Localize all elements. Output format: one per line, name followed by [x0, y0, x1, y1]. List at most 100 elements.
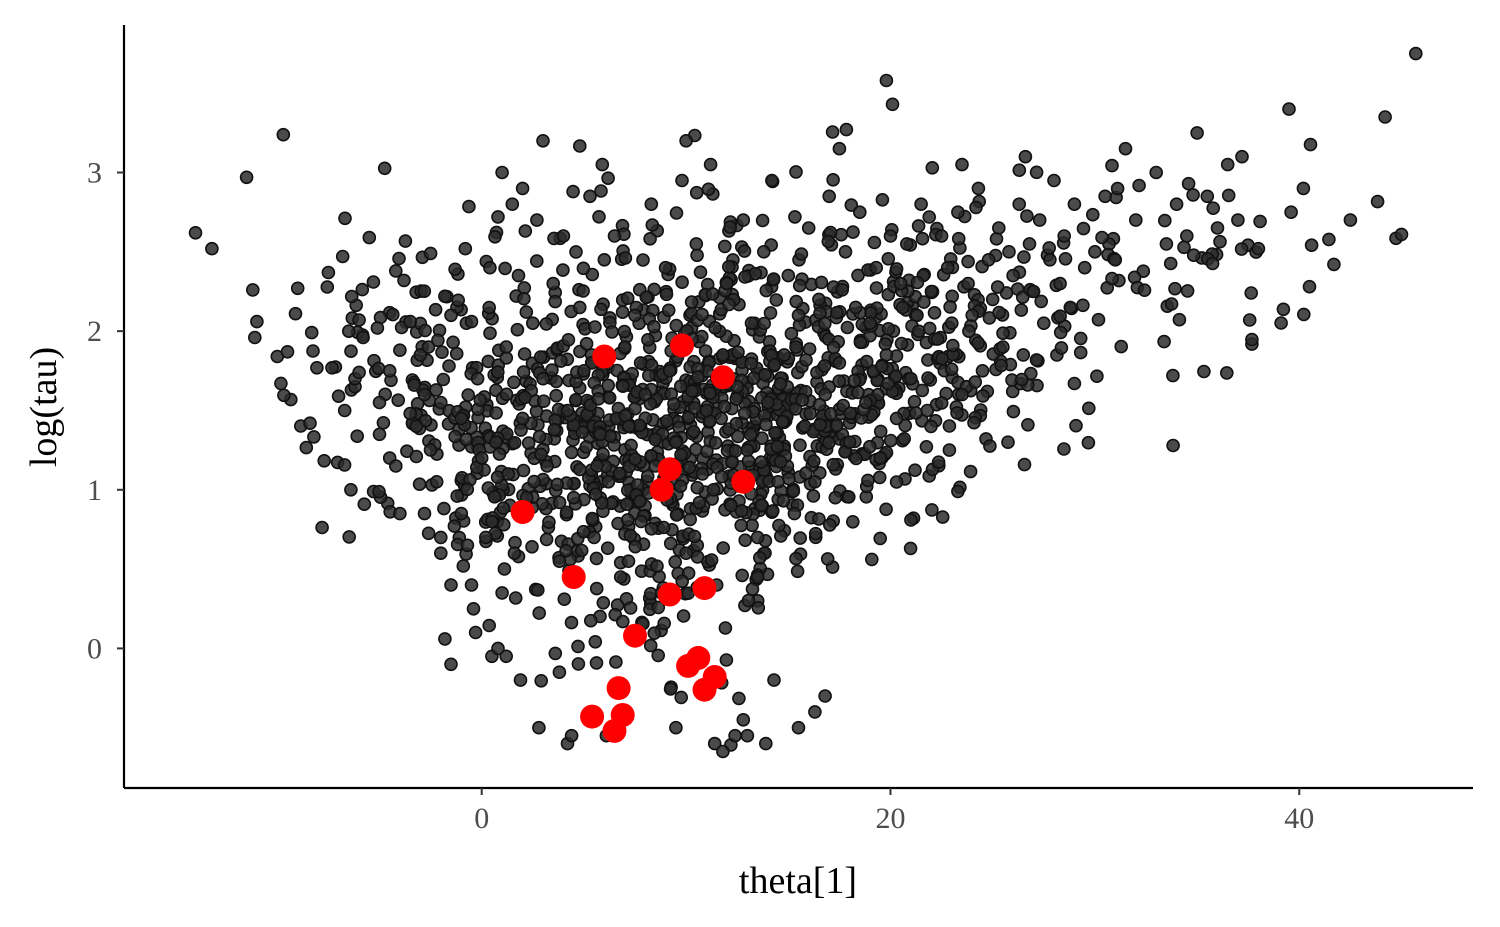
highlighted-point	[731, 469, 756, 494]
data-point	[577, 363, 591, 378]
data-point	[975, 363, 990, 378]
data-point	[507, 435, 522, 450]
data-point	[615, 305, 630, 320]
data-point	[643, 638, 658, 653]
data-point	[1098, 189, 1112, 204]
data-point	[552, 554, 567, 569]
data-point	[657, 616, 672, 631]
data-point	[1020, 209, 1034, 223]
data-point	[763, 306, 778, 320]
data-point	[676, 609, 691, 623]
data-point	[955, 157, 969, 172]
data-point	[799, 353, 813, 367]
data-point	[511, 268, 526, 283]
data-point	[1067, 376, 1082, 391]
data-point	[321, 265, 336, 280]
data-point	[990, 280, 1005, 294]
data-point	[525, 316, 540, 331]
data-point	[1105, 158, 1119, 173]
data-point	[478, 530, 493, 545]
data-point	[910, 308, 924, 323]
data-point	[690, 248, 704, 263]
data-point	[529, 254, 544, 268]
data-point	[758, 736, 773, 751]
highlighted-point	[510, 500, 535, 524]
data-point	[388, 264, 403, 278]
data-point	[812, 512, 826, 526]
data-point	[669, 206, 684, 220]
data-point	[597, 252, 612, 267]
data-point	[689, 185, 704, 200]
data-point	[832, 374, 847, 389]
data-point	[743, 427, 758, 442]
data-point	[444, 308, 458, 323]
data-point	[306, 344, 320, 358]
data-point	[703, 157, 718, 172]
data-point	[795, 393, 810, 407]
data-point	[532, 429, 547, 444]
data-point	[965, 308, 980, 323]
data-point	[840, 320, 855, 335]
data-point	[571, 639, 585, 654]
data-point	[867, 235, 882, 250]
data-point	[759, 417, 773, 432]
data-point	[621, 554, 636, 569]
data-point	[583, 189, 597, 204]
data-point	[851, 385, 865, 400]
data-point	[1054, 341, 1069, 355]
data-point	[1158, 213, 1172, 228]
data-point	[777, 348, 792, 362]
data-point	[647, 282, 662, 297]
data-point	[826, 173, 840, 187]
data-point	[942, 443, 957, 457]
data-point	[717, 239, 732, 254]
data-point	[239, 170, 254, 185]
data-point	[991, 221, 1006, 235]
data-point	[310, 360, 324, 375]
data-point	[679, 546, 693, 561]
data-point	[832, 356, 847, 370]
data-point	[539, 317, 554, 331]
y-tick-label: 2	[87, 315, 102, 348]
data-point	[1095, 230, 1109, 245]
data-point	[1086, 207, 1100, 222]
data-point	[968, 375, 983, 389]
data-point	[344, 482, 358, 497]
data-point	[908, 463, 922, 478]
data-point	[841, 490, 856, 504]
data-point	[740, 443, 755, 457]
data-point	[1043, 252, 1057, 267]
data-point	[633, 494, 647, 509]
data-point	[188, 226, 203, 240]
data-point	[695, 307, 709, 322]
data-point	[808, 474, 822, 489]
data-point	[1001, 435, 1015, 450]
data-point	[981, 252, 996, 267]
data-point	[861, 473, 875, 488]
data-point	[641, 368, 656, 383]
data-point	[719, 653, 734, 667]
data-point	[969, 200, 983, 215]
data-point	[767, 357, 782, 372]
data-point	[525, 539, 539, 554]
data-point	[490, 365, 505, 379]
highlighted-point	[649, 477, 674, 502]
data-point	[554, 354, 568, 368]
data-point	[338, 211, 352, 226]
data-point	[940, 260, 955, 275]
data-point	[435, 345, 449, 360]
data-point	[692, 495, 707, 510]
highlighted-point	[580, 704, 605, 729]
highlighted-point	[670, 333, 694, 358]
data-point	[1327, 257, 1341, 272]
data-point	[740, 728, 755, 743]
data-point	[683, 512, 698, 527]
data-point	[802, 342, 817, 356]
data-point	[1053, 309, 1067, 324]
data-point	[1017, 457, 1032, 472]
data-point	[699, 403, 714, 418]
data-point	[448, 262, 462, 277]
data-point	[277, 388, 291, 403]
points-layer	[188, 46, 1423, 759]
data-point	[496, 501, 511, 516]
